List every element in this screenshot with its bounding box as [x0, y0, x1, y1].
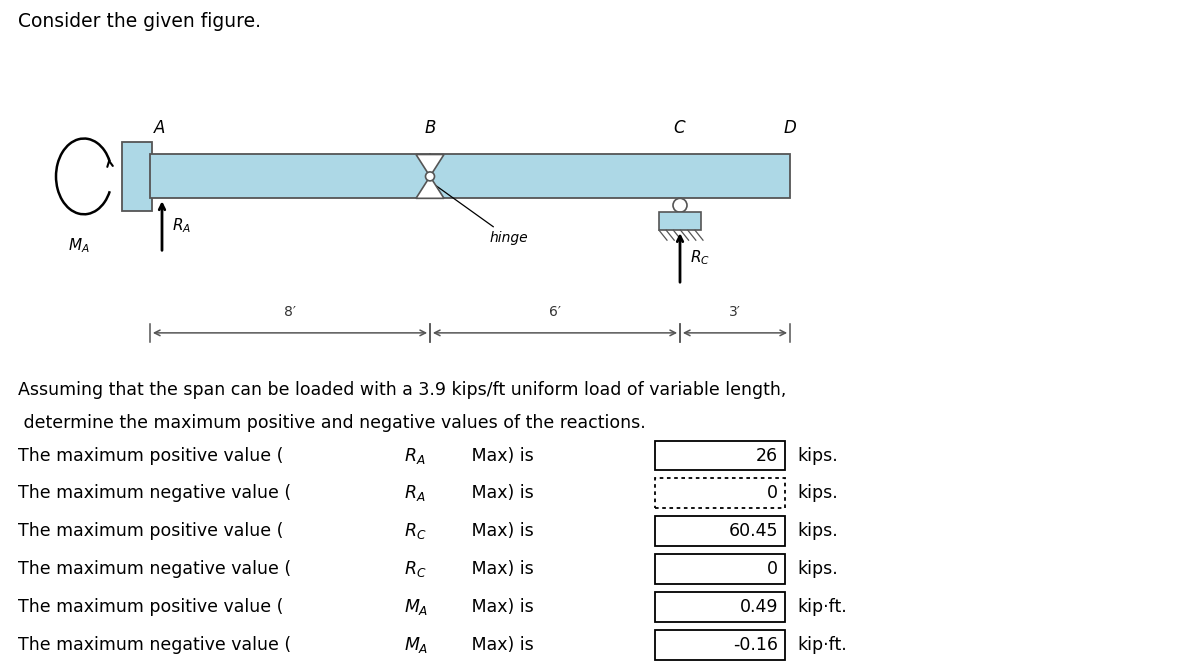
- Text: Max) is: Max) is: [467, 484, 534, 503]
- Text: $C$: $C$: [673, 118, 686, 136]
- Text: 60.45: 60.45: [728, 522, 778, 541]
- Text: -0.16: -0.16: [733, 636, 778, 654]
- Text: 3′: 3′: [730, 305, 740, 319]
- Bar: [659, 212, 701, 230]
- Text: kips.: kips.: [797, 560, 838, 579]
- Bar: [150, 154, 430, 198]
- Text: $D$: $D$: [784, 118, 797, 136]
- Text: Consider the given figure.: Consider the given figure.: [18, 12, 262, 31]
- Circle shape: [673, 198, 686, 212]
- Text: $M_A$: $M_A$: [404, 597, 428, 617]
- Text: $B$: $B$: [424, 118, 436, 136]
- Text: $R_A$: $R_A$: [172, 216, 191, 235]
- Text: Max) is: Max) is: [467, 522, 534, 541]
- Text: $M_A$: $M_A$: [404, 635, 428, 655]
- Bar: [122, 142, 152, 211]
- Text: The maximum negative value (: The maximum negative value (: [18, 484, 292, 503]
- Text: $R_A$: $R_A$: [404, 483, 426, 503]
- Text: $A$: $A$: [154, 118, 166, 136]
- Text: The maximum positive value (: The maximum positive value (: [18, 522, 283, 541]
- Circle shape: [426, 172, 434, 181]
- Bar: [655, 592, 785, 622]
- Text: 0: 0: [767, 484, 778, 503]
- Text: $R_C$: $R_C$: [404, 521, 427, 541]
- Text: The maximum negative value (: The maximum negative value (: [18, 636, 292, 654]
- Text: 0: 0: [767, 560, 778, 579]
- Polygon shape: [416, 154, 444, 176]
- Text: Max) is: Max) is: [467, 598, 534, 616]
- Text: determine the maximum positive and negative values of the reactions.: determine the maximum positive and negat…: [18, 414, 646, 432]
- Text: 6′: 6′: [550, 305, 562, 319]
- Text: hinge: hinge: [432, 183, 529, 245]
- Text: $R_C$: $R_C$: [404, 559, 427, 579]
- Text: $R_C$: $R_C$: [690, 248, 710, 267]
- Polygon shape: [416, 176, 444, 198]
- Text: kip·ft.: kip·ft.: [797, 598, 847, 616]
- Text: 26: 26: [756, 446, 778, 465]
- Text: kips.: kips.: [797, 484, 838, 503]
- Text: kips.: kips.: [797, 522, 838, 541]
- Bar: [655, 440, 785, 471]
- Text: $M_A$: $M_A$: [68, 236, 90, 255]
- Bar: [655, 630, 785, 660]
- Text: Max) is: Max) is: [467, 636, 534, 654]
- Text: kip·ft.: kip·ft.: [797, 636, 847, 654]
- Text: 0.49: 0.49: [739, 598, 778, 616]
- Text: kips.: kips.: [797, 446, 838, 465]
- Bar: [430, 154, 790, 198]
- Bar: [655, 478, 785, 508]
- Text: Assuming that the span can be loaded with a 3.9 kips/ft uniform load of variable: Assuming that the span can be loaded wit…: [18, 380, 786, 399]
- Text: $R_A$: $R_A$: [404, 446, 426, 465]
- Bar: [655, 555, 785, 584]
- Bar: [655, 516, 785, 547]
- Text: Max) is: Max) is: [467, 560, 534, 579]
- Text: The maximum positive value (: The maximum positive value (: [18, 446, 283, 465]
- Text: 8′: 8′: [284, 305, 296, 319]
- Text: The maximum negative value (: The maximum negative value (: [18, 560, 292, 579]
- Text: Max) is: Max) is: [467, 446, 534, 465]
- Text: The maximum positive value (: The maximum positive value (: [18, 598, 283, 616]
